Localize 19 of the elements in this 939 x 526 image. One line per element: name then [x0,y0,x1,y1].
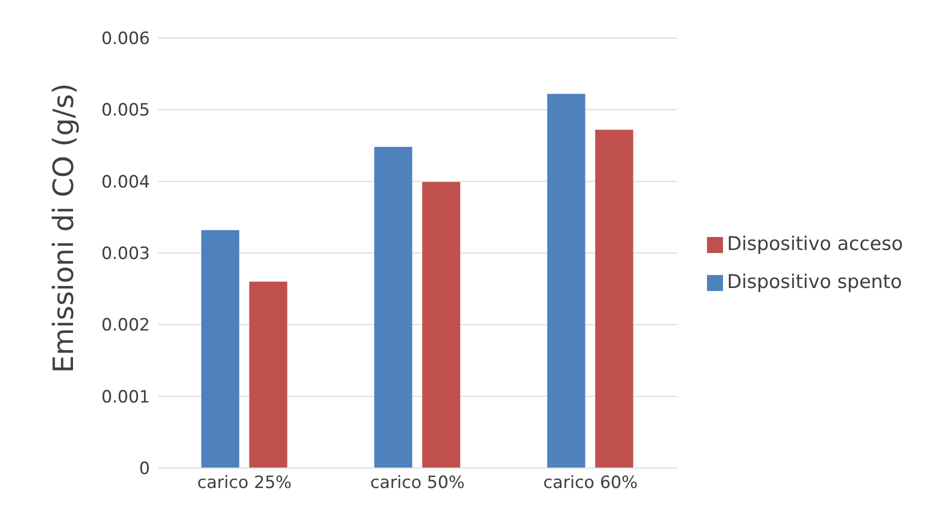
x-tick-label: carico 60% [543,473,638,494]
bar [547,94,586,468]
legend-label: Dispositivo acceso [726,233,903,255]
x-tick-label: carico 50% [370,473,465,494]
legend-label: Dispositivo spento [726,271,902,293]
y-tick-label: 0.003 [101,244,150,264]
y-tick-label: 0.005 [101,100,150,121]
y-axis-title: Emissioni di CO (g/s) [46,83,80,373]
y-tick-label: 0.006 [101,29,150,50]
bar [374,146,412,468]
bar [201,230,240,468]
y-tick-label: 0 [139,459,150,480]
bar [595,130,634,468]
y-tick-label: 0.002 [101,316,150,336]
y-tick-label: 0.001 [101,387,150,408]
x-tick-label: carico 25% [197,473,292,494]
bar [249,282,288,468]
bar [422,182,460,468]
y-tick-label: 0.004 [101,172,150,192]
